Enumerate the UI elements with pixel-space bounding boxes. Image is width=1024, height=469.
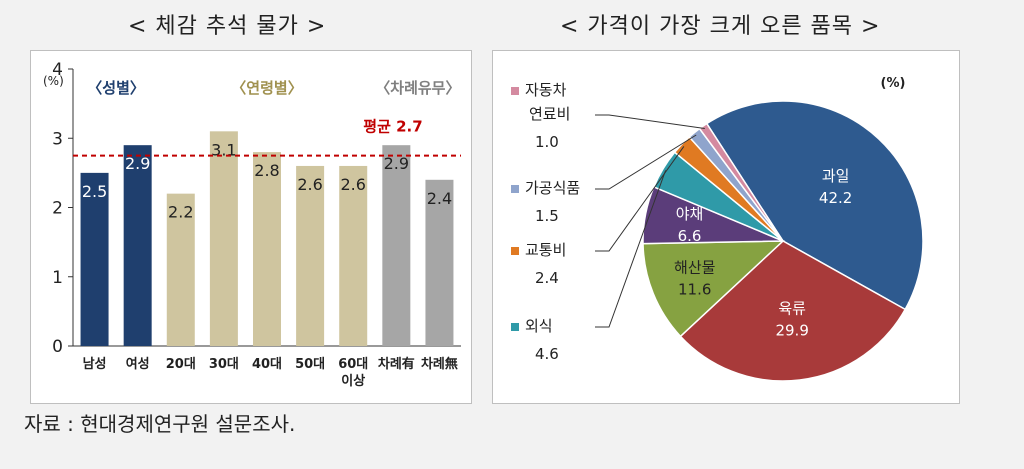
bar-value-label: 2.2 <box>168 203 193 222</box>
callout-value: 2.4 <box>535 269 559 287</box>
x-tick-label: 20대 <box>166 357 196 372</box>
pie-slice-value: 29.9 <box>775 321 808 339</box>
bar-value-label: 2.9 <box>384 154 409 173</box>
legend-marker <box>511 323 519 331</box>
legend-marker <box>511 247 519 255</box>
callout-label: 교통비 <box>525 241 566 259</box>
x-tick-label: 이상 <box>341 373 365 389</box>
legend-marker <box>511 185 519 193</box>
right-chart-title: < 가격이 가장 크게 오른 품목 > <box>560 14 881 39</box>
x-tick-label: 여성 <box>126 356 150 372</box>
x-tick-label: 40대 <box>252 357 282 372</box>
x-tick-label: 남성 <box>83 356 107 372</box>
callout-leader-line <box>595 114 705 130</box>
bar <box>382 145 411 346</box>
callout-value: 1.0 <box>535 133 559 151</box>
pie-slice <box>642 240 785 338</box>
group-label: 〈차례유무〉 <box>375 79 460 97</box>
y-tick-label: 0 <box>52 337 63 357</box>
y-tick-label: 4 <box>52 60 63 80</box>
pie-slice-value: 6.6 <box>678 227 702 245</box>
pie-unit-label: (%) <box>881 76 906 91</box>
pie-slice-label: 해산물 <box>674 259 715 277</box>
average-label: 평균 2.7 <box>363 118 422 136</box>
bar-value-label: 2.8 <box>254 161 279 180</box>
y-tick-label: 3 <box>52 129 63 149</box>
bar <box>209 131 238 346</box>
bar-value-label: 2.9 <box>125 154 150 173</box>
bar-value-label: 2.4 <box>427 189 452 208</box>
x-tick-label: 차례有 <box>378 356 415 372</box>
callout-leader-line <box>595 170 667 328</box>
pie-slice <box>705 100 924 311</box>
legend-marker <box>511 87 519 95</box>
group-label: 〈성별〉 <box>87 79 145 97</box>
bar <box>425 179 454 346</box>
pie-slice <box>679 240 907 382</box>
pie-slice-value: 42.2 <box>819 189 852 207</box>
y-unit-label: (%) <box>43 74 64 88</box>
y-tick-label: 1 <box>52 268 63 288</box>
callout-leader-line <box>595 134 697 190</box>
bar <box>166 193 195 346</box>
pie-slice-value: 11.6 <box>678 281 711 299</box>
callout-label: 자동차 <box>525 81 567 99</box>
callout-value: 1.5 <box>535 207 559 225</box>
callout-value: 4.6 <box>535 345 559 363</box>
x-tick-label: 차례無 <box>421 356 458 372</box>
left-chart-title: < 체감 추석 물가 > <box>128 14 327 39</box>
bar-value-label: 3.1 <box>211 140 236 159</box>
bar <box>339 165 368 346</box>
bar <box>253 152 281 346</box>
bar <box>296 165 325 346</box>
pie-slice-label: 야채 <box>676 205 704 223</box>
bar-value-label: 2.6 <box>297 175 322 194</box>
pie-slice-label: 육류 <box>778 299 806 317</box>
pie-slice-label: 과일 <box>822 167 850 185</box>
x-tick-label: 50대 <box>295 357 325 372</box>
source-note: 자료 : 현대경제연구원 설문조사. <box>24 412 296 436</box>
bar <box>123 145 152 346</box>
bar <box>80 172 109 346</box>
callout-label: 외식 <box>525 317 553 335</box>
bar-chart-panel: (%) 0 1 2 3 4 2.5 남성 2.9 여성 2.2 20대 3.1 30대 2.8 40대 2.6 5… <box>30 50 472 404</box>
bar-value-label: 2.5 <box>82 182 107 201</box>
bar-chart: (%) 0 1 2 3 4 2.5 남성 2.9 여성 2.2 20대 3.1 30대 2.8 40대 2.6 5… <box>43 60 461 389</box>
group-label: 〈연령별〉 <box>231 79 302 97</box>
x-tick-label: 30대 <box>209 357 239 372</box>
callout-leader-line <box>595 146 685 252</box>
callout-label: 가공식품 <box>525 179 580 197</box>
x-tick-label: 60대 <box>338 357 368 372</box>
pie-slice <box>698 122 784 242</box>
callout-label: 연료비 <box>529 105 570 123</box>
bar-value-label: 2.6 <box>340 175 365 194</box>
y-tick-label: 2 <box>52 199 63 219</box>
